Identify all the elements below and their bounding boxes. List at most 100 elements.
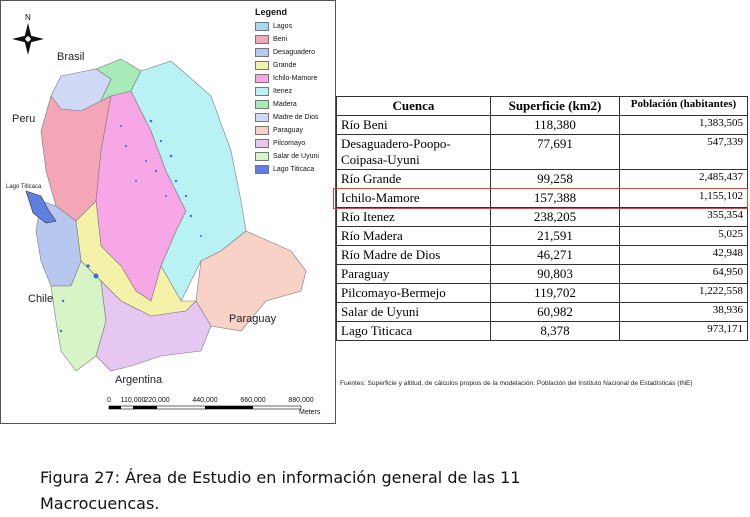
cell-poblacion: 42,948 <box>619 245 748 265</box>
basin-map: N <box>12 13 307 372</box>
north-arrow-icon: N <box>12 13 44 55</box>
legend-label: Beni <box>273 36 288 43</box>
table-row: Pilcomayo-Bermejo 119,702 1,222,558 <box>336 283 748 303</box>
table-row: Salar de Uyuni 60,982 38,936 <box>336 302 748 322</box>
scale-label: 440,000 <box>192 397 218 404</box>
table-row: Paraguay 90,803 64,950 <box>336 264 748 284</box>
legend-swatch <box>255 22 269 31</box>
legend-swatch <box>255 113 269 122</box>
map-legend: Legend Lagos Beni Desaguadero Grande Ichilo-… <box>255 7 335 176</box>
header-cuenca: Cuenca <box>336 96 491 116</box>
caption-text: : Área de Estudio en información general… <box>40 468 521 513</box>
scale-bar: 0 110,000 220,000 440,000 660,000 880,000 Mete… <box>101 397 331 423</box>
basin-paraguay <box>195 230 307 332</box>
cell-poblacion: 38,936 <box>619 302 748 322</box>
legend-swatch <box>255 74 269 83</box>
legend-label: Pilcomayo <box>273 140 306 147</box>
figure-caption: Figura 27: Área de Estudio en informació… <box>40 465 640 517</box>
legend-item: Madre de Dios <box>255 111 335 124</box>
label-chile: Chile <box>28 293 54 305</box>
cell-superficie: 119,702 <box>490 283 620 303</box>
label-argentina: Argentina <box>115 374 163 386</box>
legend-item: Pilcomayo <box>255 137 335 150</box>
cell-cuenca: Lago Titicaca <box>336 321 491 341</box>
legend-label: Madera <box>273 101 297 108</box>
legend-item: Beni <box>255 33 335 46</box>
legend-item: Desaguadero <box>255 46 335 59</box>
cell-poblacion: 2,485,437 <box>619 169 748 189</box>
cell-superficie: 77,691 <box>490 134 620 170</box>
cell-superficie: 46,271 <box>490 245 620 265</box>
cell-superficie: 99,258 <box>490 169 620 189</box>
scale-label: 880,000 <box>288 397 314 404</box>
basin-pilcomayo <box>95 280 212 372</box>
legend-label: Lagos <box>273 23 293 30</box>
legend-item: Itenez <box>255 85 335 98</box>
cell-poblacion: 973,171 <box>619 321 748 341</box>
table-row: Ichilo-Mamore 157,388 1,155,102 <box>336 188 748 208</box>
cell-poblacion: 64,950 <box>619 264 748 284</box>
cell-cuenca: Río Grande <box>336 169 491 189</box>
legend-swatch <box>255 87 269 96</box>
legend-swatch <box>255 152 269 161</box>
table-row: Lago Titicaca 8,378 973,171 <box>336 321 748 341</box>
cell-superficie: 90,803 <box>490 264 620 284</box>
legend-title: Legend <box>255 7 288 17</box>
legend-label: Lago Titicaca <box>273 166 315 173</box>
scale-label: 660,000 <box>240 397 266 404</box>
legend-label: Grande <box>273 62 297 69</box>
scale-label: 0 <box>107 397 111 404</box>
table-row: Desaguadero-Poopo-Coipasa-Uyuni 77,691 547… <box>336 134 748 170</box>
cell-superficie: 60,982 <box>490 302 620 322</box>
cell-poblacion: 1,222,558 <box>619 283 748 303</box>
caption-lead: Figura 27 <box>40 468 115 487</box>
label-paraguay: Paraguay <box>229 313 277 325</box>
cell-poblacion: 355,354 <box>619 207 748 227</box>
cell-cuenca: Río Madera <box>336 226 491 246</box>
legend-item: Salar de Uyuni <box>255 150 335 163</box>
table-row: Río Madera 21,591 5,025 <box>336 226 748 246</box>
cell-cuenca: Salar de Uyuni <box>336 302 491 322</box>
legend-swatch <box>255 35 269 44</box>
legend-swatch <box>255 139 269 148</box>
legend-label: Desaguadero <box>273 49 316 56</box>
legend-swatch <box>255 165 269 174</box>
highlight-ichilo-mamore <box>333 187 748 209</box>
legend-label: Itenez <box>273 88 293 95</box>
cell-cuenca: Desaguadero-Poopo-Coipasa-Uyuni <box>336 134 491 170</box>
label-lago-titicaca: Lago Titicaca <box>6 184 42 190</box>
header-poblacion: Población (habitantes) <box>619 96 748 116</box>
legend-label: Ichilo-Mamore <box>273 75 318 82</box>
legend-item: Paraguay <box>255 124 335 137</box>
legend-swatch <box>255 100 269 109</box>
legend-label: Paraguay <box>273 127 303 134</box>
legend-item: Ichilo-Mamore <box>255 72 335 85</box>
table-row: Río Madre de Dios 46,271 42,948 <box>336 245 748 265</box>
cell-cuenca: Río Madre de Dios <box>336 245 491 265</box>
scale-bar-graphic <box>108 405 302 410</box>
cell-superficie: 8,378 <box>490 321 620 341</box>
scale-label: 220,000 <box>144 397 170 404</box>
cell-poblacion: 5,025 <box>619 226 748 246</box>
table-row: Río Beni 118,380 1,383,505 <box>336 115 748 135</box>
label-brasil: Brasil <box>57 51 85 63</box>
north-label: N <box>25 13 31 22</box>
basin-table: Cuenca Superficie (km2) Población (habit… <box>336 96 748 341</box>
table-row: Río Grande 99,258 2,485,437 <box>336 169 748 189</box>
sources-note: Fuentes: Superficie y altitud, de cálcul… <box>340 380 693 387</box>
table-header-row: Cuenca Superficie (km2) Población (habit… <box>336 96 748 116</box>
table-row: Río Itenez 238,205 355,354 <box>336 207 748 227</box>
cell-cuenca: Paraguay <box>336 264 491 284</box>
legend-swatch <box>255 48 269 57</box>
cell-cuenca: Río Itenez <box>336 207 491 227</box>
header-superficie: Superficie (km2) <box>490 96 620 116</box>
legend-item: Grande <box>255 59 335 72</box>
legend-item: Madera <box>255 98 335 111</box>
legend-item: Lagos <box>255 20 335 33</box>
cell-superficie: 118,380 <box>490 115 620 135</box>
cell-poblacion: 1,383,505 <box>619 115 748 135</box>
legend-label: Madre de Dios <box>273 114 319 121</box>
label-peru: Peru <box>12 113 36 125</box>
map-panel: N Brasil Peru <box>0 0 336 424</box>
scale-units: Meters <box>299 409 321 416</box>
